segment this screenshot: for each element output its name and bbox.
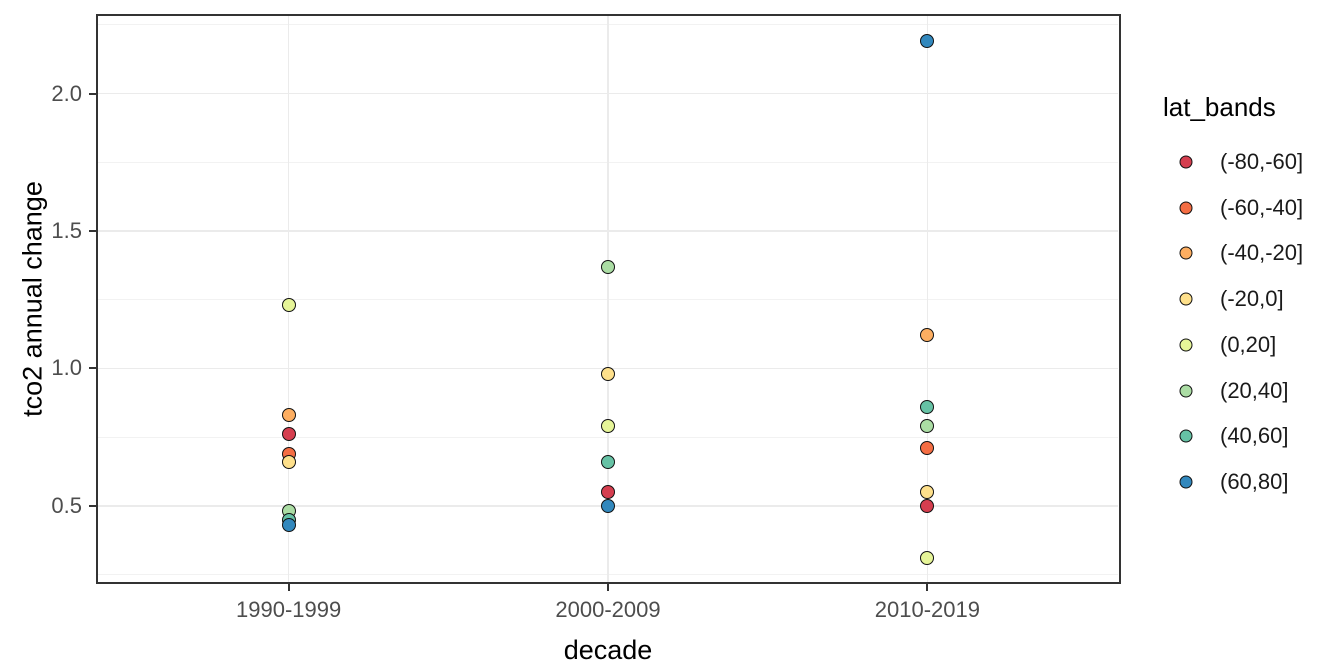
x-axis-title: decade <box>563 635 653 665</box>
x-tick-label: 2000-2009 <box>555 597 661 622</box>
data-point <box>920 328 935 343</box>
data-point <box>920 498 935 513</box>
data-point <box>281 454 296 469</box>
data-point <box>281 408 296 423</box>
legend-title: lat_bands <box>1163 92 1276 122</box>
data-point <box>281 427 296 442</box>
data-point <box>281 518 296 533</box>
y-tick-label: 0.5 <box>51 492 82 518</box>
data-point <box>601 454 615 469</box>
data-point <box>601 419 615 434</box>
legend-key-label: (-40,-20] <box>1220 240 1304 266</box>
data-point <box>920 419 935 434</box>
legend-key-swatch <box>1179 292 1193 306</box>
x-tick-label: 2010-2019 <box>874 597 980 622</box>
y-tick-label: 1.0 <box>51 355 82 381</box>
legend-key-swatch <box>1179 246 1193 260</box>
y-tick-label: 1.5 <box>51 217 82 243</box>
legend-key-swatch <box>1179 384 1193 397</box>
gridline-major-x <box>607 16 609 582</box>
data-point <box>601 259 615 274</box>
data-point <box>920 34 935 49</box>
x-tick-mark <box>287 584 290 591</box>
data-point <box>920 485 935 500</box>
legend-key-label: (20,40] <box>1220 377 1289 403</box>
legend-key-label: (0,20] <box>1220 331 1277 357</box>
y-tick-mark <box>89 92 96 95</box>
legend-key-label: (40,60] <box>1220 423 1289 449</box>
legend-key-swatch <box>1179 429 1193 443</box>
data-point <box>920 550 935 565</box>
gridline-major-x <box>926 16 929 582</box>
y-tick-mark <box>89 229 96 232</box>
legend-key-label: (-60,-40] <box>1220 194 1304 220</box>
y-tick-mark <box>89 367 96 370</box>
legend-key-swatch <box>1179 201 1193 215</box>
x-tick-label: 1990-1999 <box>236 597 342 622</box>
data-point <box>601 366 615 381</box>
data-point <box>920 399 935 414</box>
x-tick-mark <box>926 584 929 591</box>
y-tick-mark <box>89 504 96 507</box>
legend-key-swatch <box>1179 338 1193 352</box>
legend-key-swatch <box>1179 475 1193 489</box>
legend-key-label: (-20,0] <box>1220 286 1284 312</box>
data-point <box>601 485 615 500</box>
legend-key-swatch <box>1179 155 1193 169</box>
data-point <box>920 441 935 456</box>
y-tick-label: 2.0 <box>51 80 82 106</box>
x-tick-mark <box>607 584 609 591</box>
legend-key-label: (-80,-60] <box>1220 149 1304 174</box>
legend-key-label: (60,80] <box>1220 468 1289 494</box>
data-point <box>281 298 296 313</box>
y-axis-title: tco2 annual change <box>17 181 48 417</box>
data-point <box>601 498 615 513</box>
